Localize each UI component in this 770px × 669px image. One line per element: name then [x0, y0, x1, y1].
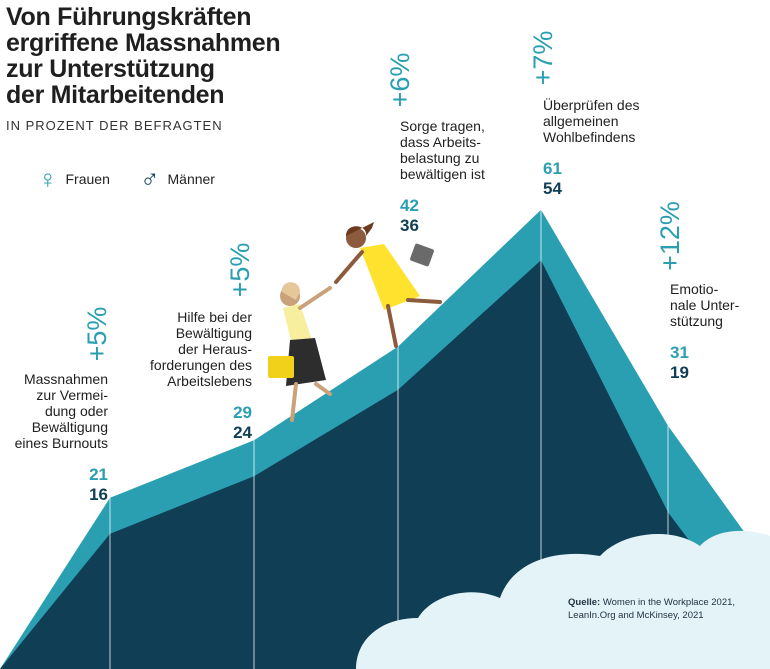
chart-subtitle: IN PROZENT DER BEFRAGTEN: [6, 118, 223, 133]
category-label-line: dass Arbeits-: [400, 134, 481, 150]
tablet-icon: [410, 243, 434, 267]
category-label-line: forderungen des: [150, 357, 252, 373]
category-label-line: Wohlbefindens: [543, 129, 635, 145]
climber-skirt: [286, 338, 326, 386]
category-label-line: Überprüfen des: [543, 96, 640, 113]
legend-label-female: Frauen: [65, 171, 110, 187]
climber-legs: [290, 382, 332, 422]
category-label-line: Sorge tragen,: [400, 118, 485, 134]
cloud-shape: [356, 530, 770, 669]
difference-label: +5%: [82, 307, 112, 362]
climber-arm: [298, 286, 332, 310]
value-label-maenner: 36: [400, 216, 419, 235]
category-label-line: stützung: [670, 313, 723, 329]
title-line: Von Führungskräften: [6, 3, 252, 31]
briefcase-icon: [268, 356, 294, 378]
category-label-line: Bewältigung: [176, 325, 252, 341]
mountain-areas: [0, 209, 750, 669]
category-label-line: belastung zu: [400, 150, 479, 166]
value-label-frauen: 21: [89, 465, 108, 484]
category-label-line: Massnahmen: [24, 371, 108, 387]
male-symbol-icon: ♂: [140, 164, 160, 194]
climbers-illustration: [268, 222, 442, 422]
legend-item-female: ♀ Frauen: [38, 166, 110, 192]
source-note: Quelle: Women in the Workplace 2021, Lea…: [568, 596, 753, 622]
category-label-line: bewältigen ist: [400, 166, 485, 182]
category-label-line: Bewältigung: [32, 419, 108, 435]
value-label-frauen: 31: [670, 343, 689, 362]
climber-dress: [360, 244, 420, 310]
climber-blouse: [283, 304, 312, 345]
title-line: der Mitarbeitenden: [6, 81, 225, 109]
difference-label: +12%: [655, 201, 685, 271]
cloud-decoration: [356, 530, 770, 669]
value-label-frauen: 42: [400, 196, 419, 215]
value-label-frauen: 61: [543, 159, 562, 178]
difference-label: +6%: [385, 53, 415, 108]
category-label-line: allgemeinen: [543, 113, 619, 129]
title-line: ergriffene Massnahmen: [6, 29, 281, 57]
value-label-maenner: 54: [543, 179, 562, 198]
difference-label: +5%: [225, 243, 255, 298]
category-label-line: nale Unter-: [670, 297, 740, 313]
source-label: Quelle:: [568, 597, 601, 608]
difference-label: +7%: [528, 31, 558, 86]
category-label-line: Hilfe bei der: [177, 309, 252, 325]
category-label-line: dung oder: [45, 403, 108, 419]
value-label-frauen: 29: [233, 403, 252, 422]
value-label-maenner: 24: [233, 423, 252, 442]
climber-legs: [386, 298, 442, 348]
climber-hair: [281, 282, 300, 300]
legend-item-male: ♂ Männer: [140, 166, 215, 192]
chart-title: Von Führungskräften ergriffene Massnahme…: [6, 3, 281, 109]
value-label-maenner: 19: [670, 363, 689, 382]
climber-arm: [334, 250, 364, 284]
climber-hair: [346, 222, 374, 236]
category-label-line: Emotio-: [670, 281, 719, 297]
area-maenner: [0, 260, 700, 669]
legend-label-male: Männer: [167, 171, 215, 187]
category-label-line: der Heraus-: [178, 341, 252, 357]
value-label-maenner: 16: [89, 485, 108, 504]
title-line: zur Unterstützung: [6, 55, 215, 83]
category-label-line: eines Burnouts: [15, 435, 108, 451]
category-label-line: Arbeitslebens: [167, 373, 252, 389]
source-text: Women in the Workplace 2021, LeanIn.Org …: [568, 597, 736, 621]
category-label-line: zur Vermei-: [36, 387, 108, 403]
female-symbol-icon: ♀: [38, 164, 58, 194]
